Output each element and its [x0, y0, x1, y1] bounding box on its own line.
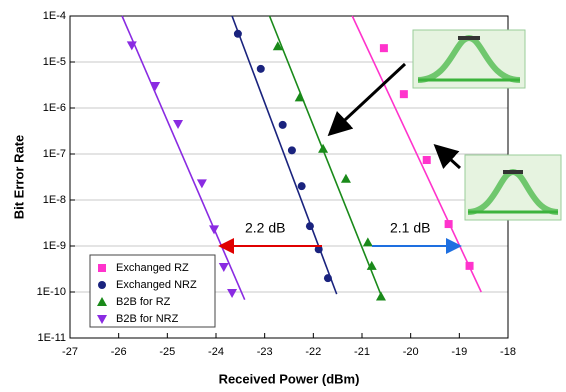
data-point	[150, 82, 160, 91]
x-tick-label: -20	[403, 346, 419, 358]
legend-label: B2B for RZ	[116, 296, 171, 308]
pointer-arrow	[438, 148, 460, 168]
y-tick-label: 1E-8	[43, 194, 66, 206]
x-tick-label: -23	[257, 346, 273, 358]
data-point	[306, 222, 314, 230]
legend-marker	[98, 264, 106, 272]
data-point	[380, 44, 388, 52]
pointer-arrow	[332, 64, 405, 132]
legend-label: Exchanged NRZ	[116, 279, 197, 291]
data-point	[318, 144, 328, 153]
y-tick-label: 1E-10	[37, 286, 66, 298]
x-tick-label: -19	[451, 346, 467, 358]
y-tick-label: 1E-11	[37, 332, 66, 344]
y-tick-label: 1E-4	[43, 10, 66, 22]
eye-diagram-inset	[465, 155, 561, 220]
annotation: 2.2 dB	[245, 220, 285, 236]
data-point	[466, 262, 474, 270]
data-point	[219, 263, 229, 272]
data-point	[363, 237, 373, 246]
x-tick-label: -25	[159, 346, 175, 358]
data-point	[295, 92, 305, 101]
data-point	[279, 121, 287, 129]
x-tick-label: -24	[208, 346, 224, 358]
data-point	[197, 179, 207, 188]
y-tick-label: 1E-7	[43, 148, 66, 160]
data-point	[341, 174, 351, 183]
data-point	[257, 65, 265, 73]
y-tick-label: 1E-5	[43, 56, 66, 68]
data-point	[376, 291, 386, 300]
legend-label: Exchanged RZ	[116, 262, 189, 274]
y-tick-label: 1E-9	[43, 240, 66, 252]
chart: 1E-11 1E-10 1E-9 1E-8 1E-7 1E-6 1E-5 1E-4 -27 -26…	[0, 0, 566, 392]
data-point	[423, 156, 431, 164]
y-tick-label: 1E-6	[43, 102, 66, 114]
fit-line	[270, 16, 383, 300]
x-tick-label: -27	[62, 346, 78, 358]
data-point	[298, 182, 306, 190]
legend-marker	[98, 281, 106, 289]
x-tick-label: -22	[305, 346, 321, 358]
x-tick-label: -18	[500, 346, 516, 358]
x-axis-title: Received Power (dBm)	[219, 371, 360, 386]
data-point	[288, 146, 296, 154]
data-point	[173, 120, 183, 129]
data-point	[234, 30, 242, 38]
data-point	[400, 90, 408, 98]
x-tick-label: -21	[354, 346, 370, 358]
eye-diagram-inset	[413, 30, 525, 88]
data-point	[324, 274, 332, 282]
data-point	[227, 289, 237, 298]
y-axis-title: Bit Error Rate	[11, 135, 26, 220]
data-point	[445, 220, 453, 228]
data-point	[209, 225, 219, 234]
x-tick-label: -26	[111, 346, 127, 358]
annotation: 2.1 dB	[390, 220, 430, 236]
legend-label: B2B for NRZ	[116, 313, 179, 325]
